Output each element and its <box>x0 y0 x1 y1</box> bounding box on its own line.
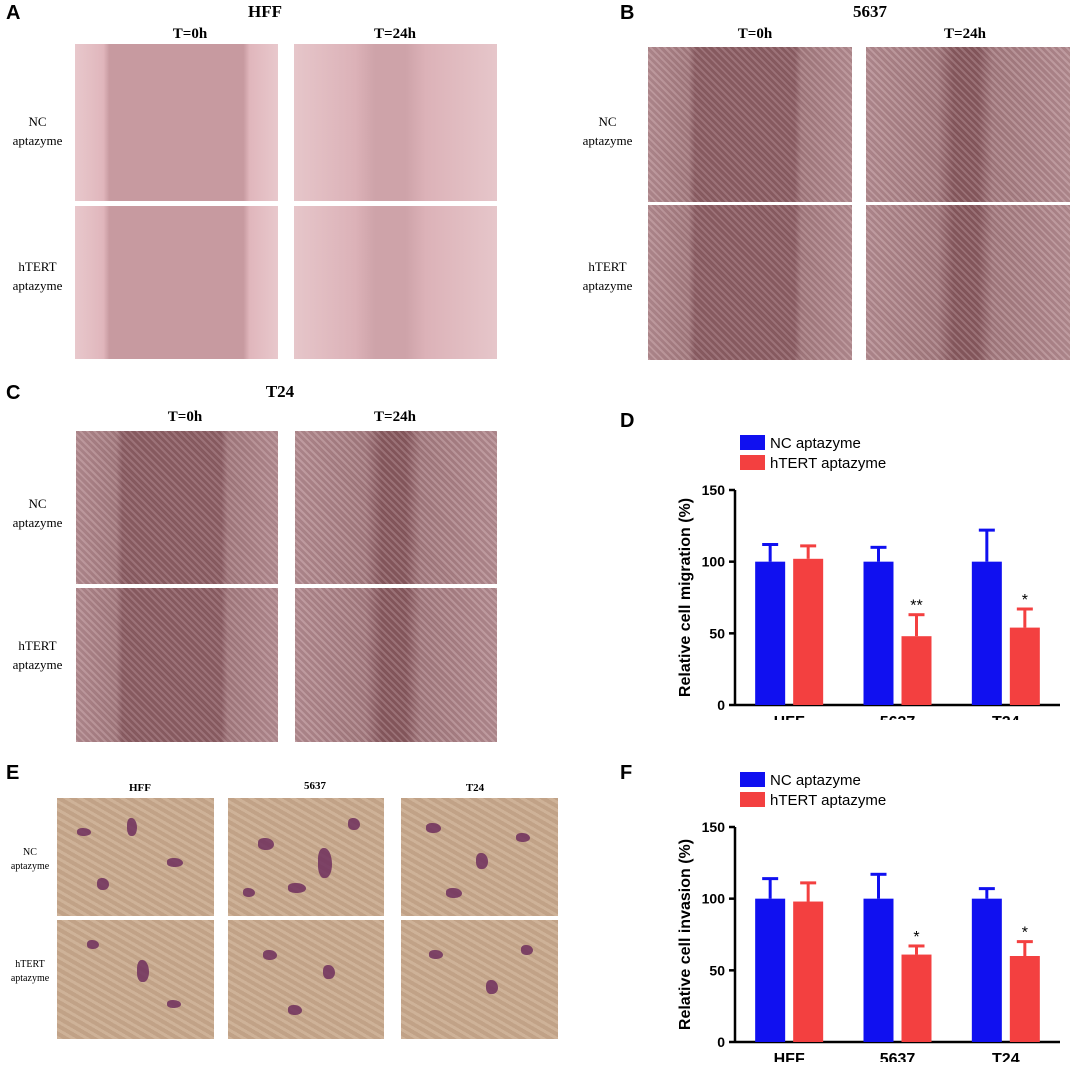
micrograph-hff-nc-24h <box>294 44 497 201</box>
panel-c-title: T24 <box>265 382 295 401</box>
legend-swatch-1 <box>740 792 765 807</box>
micrograph-5637-htert-0h <box>648 205 852 360</box>
y-tick-label: 0 <box>717 697 725 713</box>
panel-e-row-htert: hTERT aptazyme <box>10 959 50 984</box>
x-tick-label: T24 <box>992 714 1020 720</box>
legend-label-1: hTERT aptazyme <box>770 792 886 809</box>
panel-c-col-0h: T=0h <box>167 409 203 425</box>
bar-0-2 <box>971 898 1002 1042</box>
panel-a-col-24h: T=24h <box>374 26 416 42</box>
bar-1-1 <box>901 636 932 705</box>
y-tick-label: 150 <box>702 482 726 498</box>
panel-e-col-t24: T24 <box>465 782 485 794</box>
panel-b-row-nc: NC aptazyme <box>582 114 633 148</box>
legend-label-1: hTERT aptazyme <box>770 455 886 472</box>
panel-d-letter: D <box>620 410 635 432</box>
chart-f-invasion: NC aptazyme hTERT aptazyme 0 50 100 150 Relati… <box>677 772 1060 1062</box>
panel-c-row-htert: hTERT aptazyme <box>12 638 63 672</box>
micrograph-t24-nc-0h <box>76 431 278 584</box>
micrograph-t24-nc-24h <box>295 431 497 584</box>
bar-0-0 <box>755 898 786 1042</box>
bar-1-0 <box>793 901 824 1042</box>
panel-b-col-24h: T=24h <box>944 26 986 42</box>
significance-mark: * <box>913 929 919 946</box>
panel-e-col-5637: 5637 <box>304 780 326 792</box>
panel-e-row-nc: NC aptazyme <box>10 847 50 872</box>
y-tick-label: 100 <box>702 891 726 907</box>
significance-mark: * <box>1022 592 1028 609</box>
panel-b-col-0h: T=0h <box>737 26 773 42</box>
micrograph-5637-htert-24h <box>866 205 1070 360</box>
y-tick-label: 150 <box>702 819 726 835</box>
panel-a-title: HFF <box>248 2 282 21</box>
micrograph-invasion-t24-htert <box>401 920 558 1039</box>
micrograph-invasion-5637-htert <box>228 920 384 1039</box>
bar-1-2 <box>1009 956 1040 1042</box>
panel-a-letter: A <box>6 2 21 24</box>
panel-e-letter: E <box>6 762 20 784</box>
x-tick-label: T24 <box>992 1051 1020 1062</box>
micrograph-5637-nc-0h <box>648 47 852 202</box>
micrograph-t24-htert-0h <box>76 588 278 742</box>
micrograph-hff-htert-0h <box>75 206 278 359</box>
bar-0-1 <box>863 561 894 705</box>
significance-mark: * <box>1022 925 1028 942</box>
panel-f-letter: F <box>620 762 633 784</box>
legend-swatch-1 <box>740 455 765 470</box>
y-tick-label: 50 <box>709 625 725 641</box>
panel-b-title: 5637 <box>853 2 887 21</box>
micrograph-t24-htert-24h <box>295 588 497 742</box>
significance-mark: ** <box>910 598 922 615</box>
legend-label-0: NC aptazyme <box>770 435 861 452</box>
bar-0-1 <box>863 898 894 1042</box>
panel-c-col-24h: T=24h <box>374 409 416 425</box>
panel-e-col-hff: HFF <box>129 782 151 794</box>
x-tick-label: HFF <box>774 714 805 720</box>
micrograph-5637-nc-24h <box>866 47 1070 202</box>
y-tick-label: 0 <box>717 1034 725 1050</box>
x-tick-label: 5637 <box>880 1051 916 1062</box>
panel-a-col-0h: T=0h <box>172 26 208 42</box>
bar-1-2 <box>1009 627 1040 705</box>
bar-0-2 <box>971 561 1002 705</box>
panel-b-letter: B <box>620 2 635 24</box>
y-axis-label: Relative cell invasion (%) <box>677 839 694 1030</box>
legend-label-0: NC aptazyme <box>770 772 861 789</box>
micrograph-hff-htert-24h <box>294 206 497 359</box>
bar-1-0 <box>793 558 824 705</box>
micrograph-invasion-hff-htert <box>57 920 214 1039</box>
bar-1-1 <box>901 954 932 1042</box>
panel-c-letter: C <box>6 382 21 404</box>
y-tick-label: 50 <box>709 962 725 978</box>
x-tick-label: HFF <box>774 1051 805 1062</box>
micrograph-invasion-t24-nc <box>401 798 558 916</box>
legend-swatch-0 <box>740 772 765 787</box>
micrograph-hff-nc-0h <box>75 44 278 201</box>
panel-c-row-nc: NC aptazyme <box>12 496 63 530</box>
x-tick-label: 5637 <box>880 714 916 720</box>
panel-a-row-htert: hTERT aptazyme <box>12 259 63 293</box>
legend-swatch-0 <box>740 435 765 450</box>
micrograph-invasion-hff-nc <box>57 798 214 916</box>
y-axis-label: Relative cell migration (%) <box>677 498 694 697</box>
y-tick-label: 100 <box>702 554 726 570</box>
panel-a-row-nc: NC aptazyme <box>12 114 63 148</box>
micrograph-invasion-5637-nc <box>228 798 384 916</box>
chart-d-migration: NC aptazyme hTERT aptazyme 0 50 100 150 Relati… <box>677 435 1060 720</box>
panel-b-row-htert: hTERT aptazyme <box>582 259 633 293</box>
bar-0-0 <box>755 561 786 705</box>
